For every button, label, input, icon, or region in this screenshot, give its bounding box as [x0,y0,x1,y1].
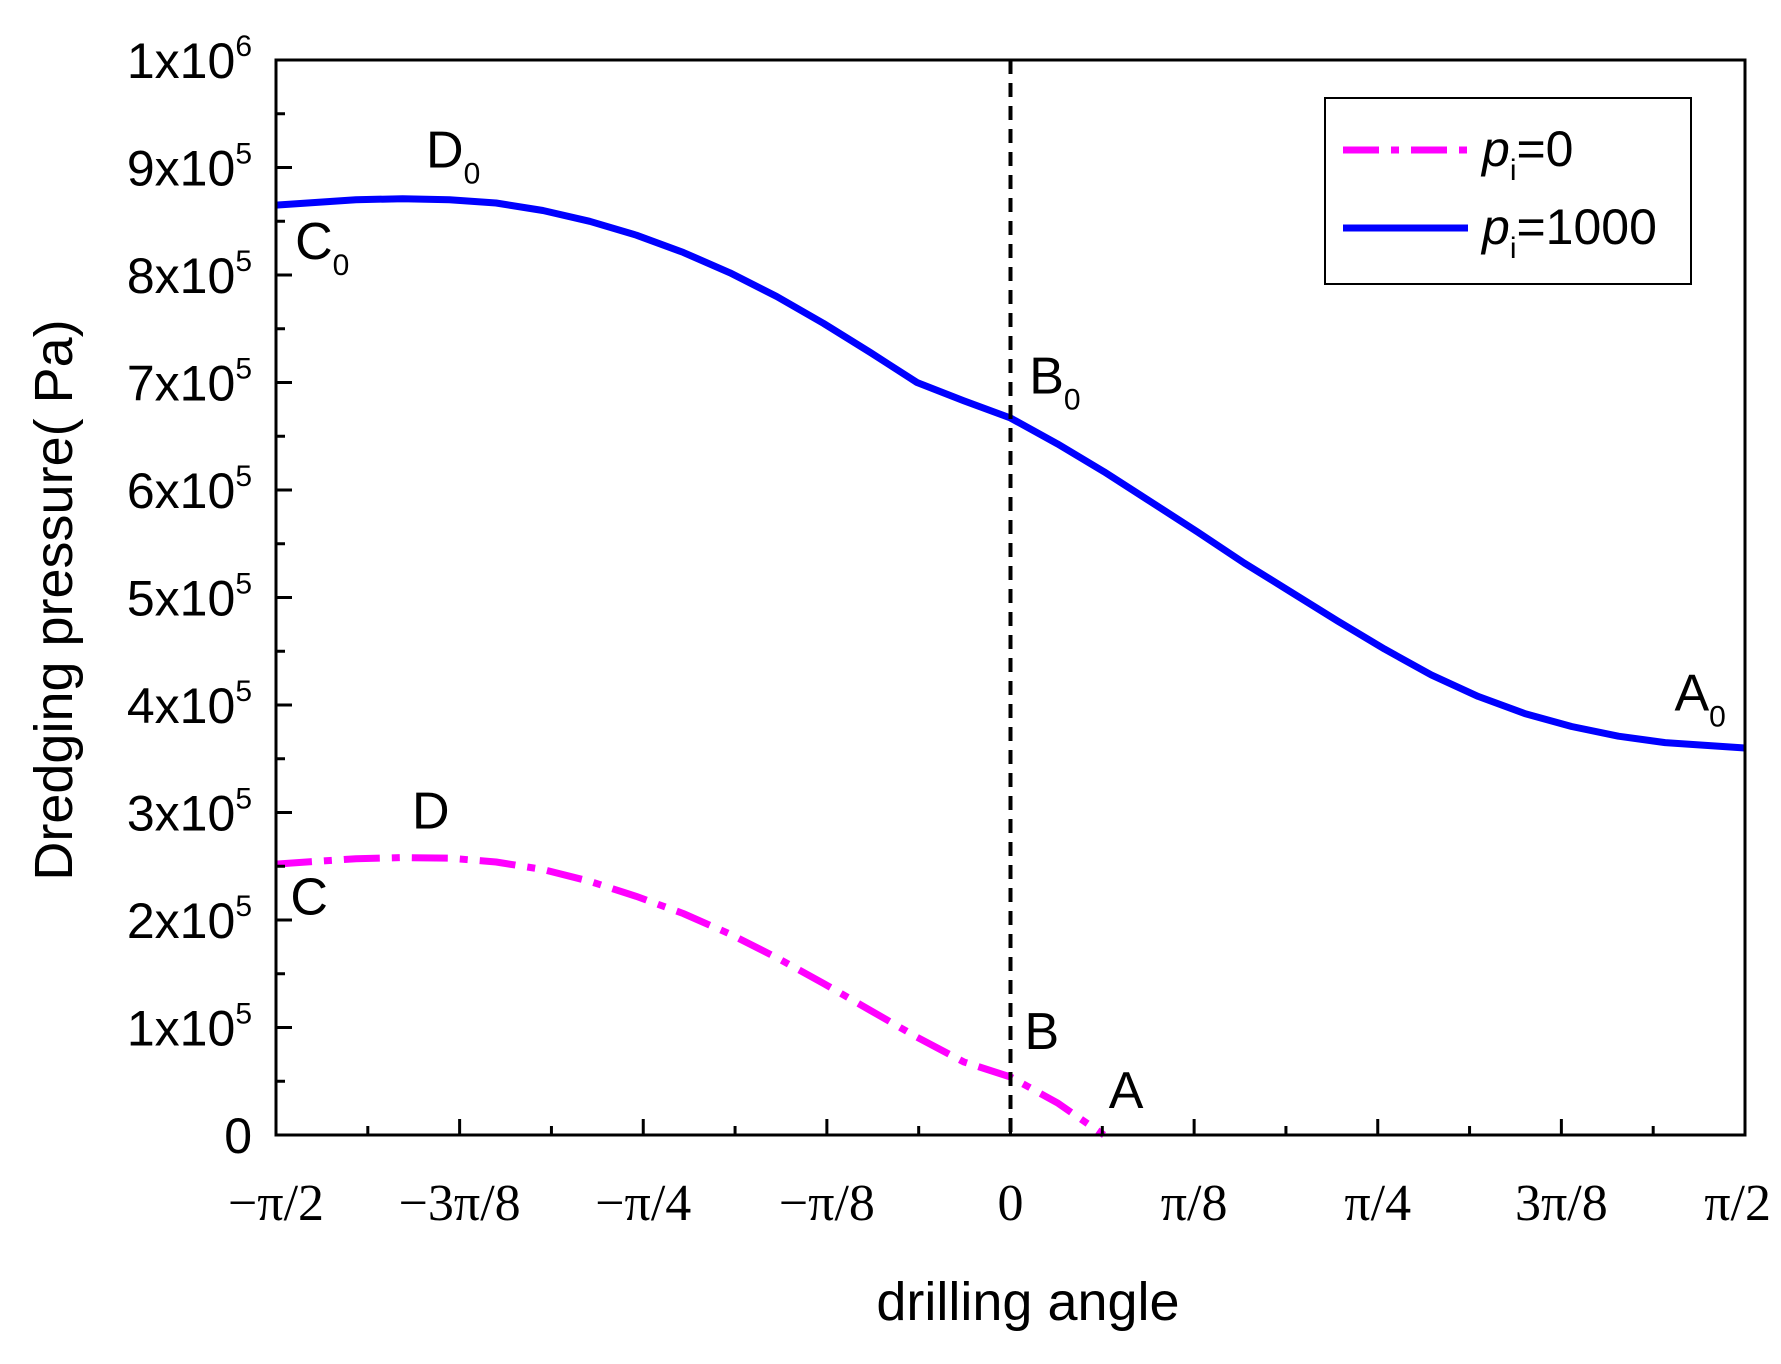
y-tick-label: 7x105 [127,353,252,412]
x-tick-label: π/2 [1704,1175,1771,1232]
series-line-0 [275,854,1106,1138]
x-tick-label: π/8 [1161,1175,1228,1232]
point-label: C0 [295,213,349,282]
x-tick-label: 0 [998,1175,1024,1232]
point-label: D [412,783,450,841]
y-axis-label: Dredging pressure( Pa) [24,319,84,880]
point-label: A0 [1674,664,1725,733]
point-label: B0 [1029,347,1080,416]
x-axis-label: drilling angle [876,1272,1179,1332]
y-tick-label: 5x105 [127,568,252,627]
legend-label-pi0: pi=0 [1480,121,1574,187]
point-label: B [1025,1003,1060,1061]
point-label: A [1109,1062,1144,1120]
y-tick-label: 3x105 [127,783,252,842]
x-tick-label: 3π/8 [1515,1175,1608,1232]
ticks-layer: −π/2 −3π/8 −π/4 −π/8 0 π/8 π/4 3π/8 π/2 0 1x105 2x1… [127,30,1771,1232]
annotation-layer: D0 C0 B0 A0 D C BA [290,122,1725,1121]
point-label: C [290,869,328,927]
legend-label-pi1000: pi=1000 [1480,199,1657,265]
x-tick-label: −π/4 [595,1175,691,1232]
y-tick-label: 8x105 [127,245,252,304]
legend-box [1324,97,1692,285]
x-tick-label: π/4 [1344,1175,1411,1232]
y-tick-label: 4x105 [127,675,252,734]
y-tick-label: 1x105 [127,998,252,1057]
point-label: D0 [426,122,480,191]
y-tick-label: 2x105 [127,890,252,949]
y-tick-label: 0 [224,1108,252,1164]
y-tick-label: 6x105 [127,460,252,519]
x-tick-label: −3π/8 [399,1175,521,1232]
y-tick-label: 1x106 [127,30,252,89]
legend: pi=0 pi=1000 [1324,97,1692,285]
y-tick-label: 9x105 [127,138,252,197]
x-tick-label: −π/2 [228,1175,324,1232]
x-tick-label: −π/8 [779,1175,875,1232]
